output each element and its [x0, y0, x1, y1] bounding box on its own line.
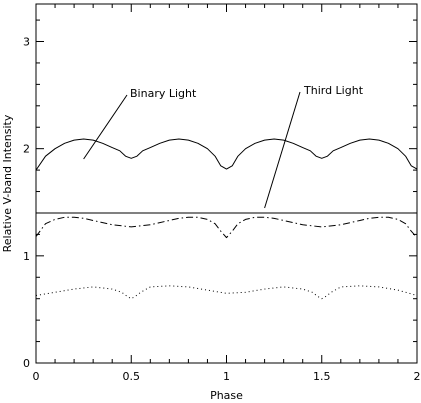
annotation-label: Third Light	[303, 84, 364, 97]
y-tick-label: 3	[23, 36, 30, 49]
annotation-pointer	[83, 94, 128, 160]
annotation-pointer	[264, 91, 301, 209]
x-tick-label: 0.5	[123, 370, 141, 383]
tick-labels: 0 0.5 1 1.5 2 0 1 2 3	[23, 36, 421, 383]
x-tick-label: 0	[33, 370, 40, 383]
x-tick-label: 1.5	[313, 370, 331, 383]
x-tick-label: 1	[223, 370, 230, 383]
series-group	[35, 138, 418, 300]
x-tick-label: 2	[414, 370, 421, 383]
y-tick-label: 2	[23, 143, 30, 156]
x-axis-label: Phase	[210, 389, 243, 402]
tick-marks	[35, 4, 418, 364]
series-binary_light	[35, 138, 418, 171]
plot-frame	[35, 3, 418, 364]
y-axis-label: Relative V-band Intensity	[1, 114, 14, 252]
y-tick-label: 1	[23, 250, 30, 263]
y-tick-label: 0	[23, 357, 30, 370]
series-dash_dot_curve	[35, 216, 418, 239]
annotations: Binary Light Third Light	[83, 84, 364, 209]
annotation-label: Binary Light	[130, 87, 197, 100]
series-dotted_curve	[35, 285, 418, 300]
